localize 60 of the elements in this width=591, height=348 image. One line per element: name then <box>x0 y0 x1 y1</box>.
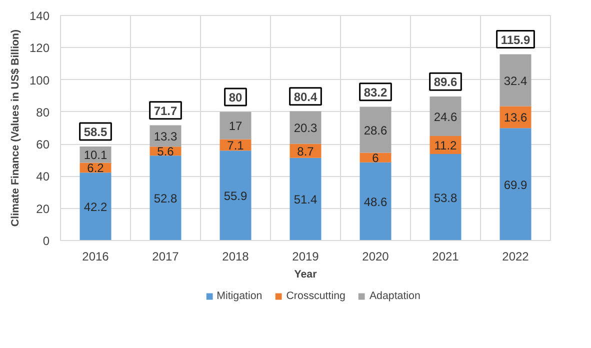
y-tick-label: 100 <box>29 73 50 88</box>
y-tick-label: 40 <box>36 170 50 184</box>
bar <box>360 106 392 153</box>
data-label: 6 <box>372 151 380 166</box>
bar <box>430 96 462 136</box>
data-label: 69.9 <box>504 178 528 192</box>
data-label: 5.6 <box>157 144 174 159</box>
data-label: 51.4 <box>294 192 318 207</box>
data-label: 53.8 <box>434 190 458 205</box>
total-label: 83.2 <box>364 85 388 100</box>
legend-label: Adaptation <box>369 290 420 302</box>
bar <box>150 156 182 240</box>
total-label: 80.4 <box>294 90 318 104</box>
data-label: 28.6 <box>364 123 388 138</box>
x-tick-label: 2020 <box>362 250 390 264</box>
legend-label: Crosscutting <box>286 290 346 302</box>
total-label: 58.5 <box>84 125 108 140</box>
bar <box>220 150 252 240</box>
x-tick-label: 2022 <box>502 250 530 264</box>
bar <box>360 162 392 240</box>
data-label: 24.6 <box>434 110 458 124</box>
y-axis-title: Climate Finance (Values in US$ Billion) <box>9 28 22 227</box>
bar <box>500 128 532 240</box>
bar <box>430 154 462 240</box>
data-label: 32.4 <box>504 74 528 88</box>
bar <box>290 158 322 240</box>
y-tick-label: 80 <box>36 105 50 120</box>
data-label: 17 <box>228 119 242 134</box>
data-label: 55.9 <box>224 189 248 204</box>
y-tick-label: 140 <box>29 9 50 23</box>
total-label: 115.9 <box>500 32 531 47</box>
x-tick-label: 2016 <box>82 250 110 264</box>
data-label: 8.7 <box>297 144 314 158</box>
total-label: 89.6 <box>434 75 458 90</box>
x-tick-label: 2018 <box>222 250 250 264</box>
y-tick-label: 120 <box>29 41 50 56</box>
bar <box>220 112 252 140</box>
data-label: 13.3 <box>154 129 178 144</box>
bar <box>80 172 112 240</box>
data-label: 6.2 <box>87 161 104 176</box>
y-tick-label: 20 <box>36 202 50 216</box>
total-label: 71.7 <box>154 104 178 118</box>
y-tick-label: 0 <box>42 234 50 248</box>
x-axis-title: Year <box>294 268 317 280</box>
legend-label: Mitigation <box>216 290 262 302</box>
bar <box>290 111 322 144</box>
x-tick-label: 2017 <box>152 250 180 264</box>
data-label: 13.6 <box>504 110 528 125</box>
data-label: 52.8 <box>154 192 178 206</box>
data-label: 42.2 <box>84 200 108 214</box>
data-label: 48.6 <box>364 194 388 209</box>
data-label: 10.1 <box>84 148 108 162</box>
x-tick-label: 2021 <box>432 250 460 264</box>
y-tick-label: 60 <box>36 138 50 152</box>
data-label: 11.2 <box>434 138 458 153</box>
data-label: 7.1 <box>227 138 244 152</box>
total-label: 80 <box>228 90 242 104</box>
x-tick-label: 2019 <box>292 250 320 264</box>
data-label: 20.3 <box>294 121 318 136</box>
bar <box>500 54 532 106</box>
